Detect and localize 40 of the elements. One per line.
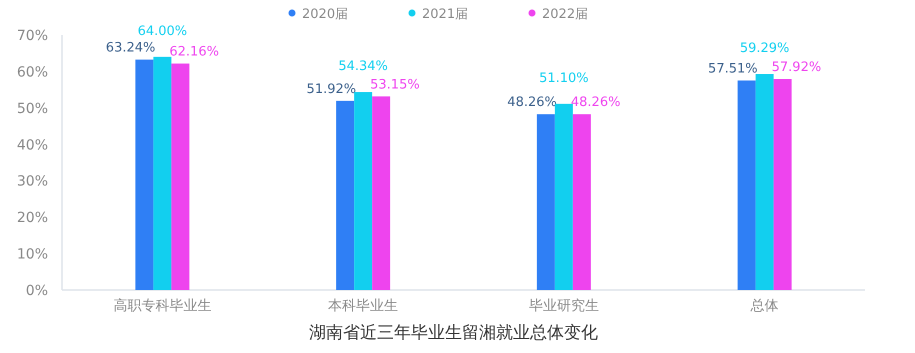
data-label: 57.51% (708, 62, 758, 76)
bar (171, 64, 190, 290)
data-label: 64.00% (138, 24, 188, 39)
x-tick-label: 本科毕业生 (328, 298, 398, 314)
data-label: 54.34% (338, 59, 388, 74)
data-label: 62.16% (169, 44, 219, 60)
bar (572, 114, 591, 290)
bar (738, 80, 756, 290)
bar (554, 104, 573, 290)
y-tick-label: 30% (16, 174, 48, 190)
y-tick-label: 40% (16, 137, 48, 154)
bar (372, 96, 390, 290)
legend-label: 2020届 (302, 7, 348, 22)
legend-label: 2021届 (422, 7, 468, 22)
legend-label: 2022届 (542, 7, 588, 22)
data-label: 53.15% (370, 77, 420, 92)
data-label: 48.26% (570, 95, 620, 110)
data-label: 51.10% (539, 70, 589, 86)
bar (354, 92, 372, 290)
bar (153, 56, 172, 290)
data-label: 57.92% (772, 60, 822, 76)
bar (756, 74, 774, 290)
data-label: 63.24% (106, 40, 156, 56)
x-tick-label: 高职专科毕业生 (113, 298, 212, 314)
data-label: 51.92% (306, 82, 356, 97)
y-tick-label: 10% (16, 246, 48, 263)
y-tick-label: 50% (16, 100, 48, 117)
x-tick-label: 毕业研究生 (528, 298, 599, 314)
text: 湖南省近三年毕业生留湘就业总体变化 (309, 323, 598, 343)
y-tick-label: 60% (16, 64, 48, 80)
y-tick-label: 0% (26, 283, 48, 299)
y-tick-label: 20% (16, 210, 48, 226)
bar (536, 114, 555, 290)
x-tick-label: 总体 (750, 298, 779, 314)
bar (336, 100, 354, 290)
bar (774, 79, 792, 290)
bar (135, 60, 154, 290)
data-label: 48.26% (507, 95, 557, 110)
data-label: 59.29% (740, 41, 790, 56)
y-tick-label: 70% (16, 28, 48, 44)
